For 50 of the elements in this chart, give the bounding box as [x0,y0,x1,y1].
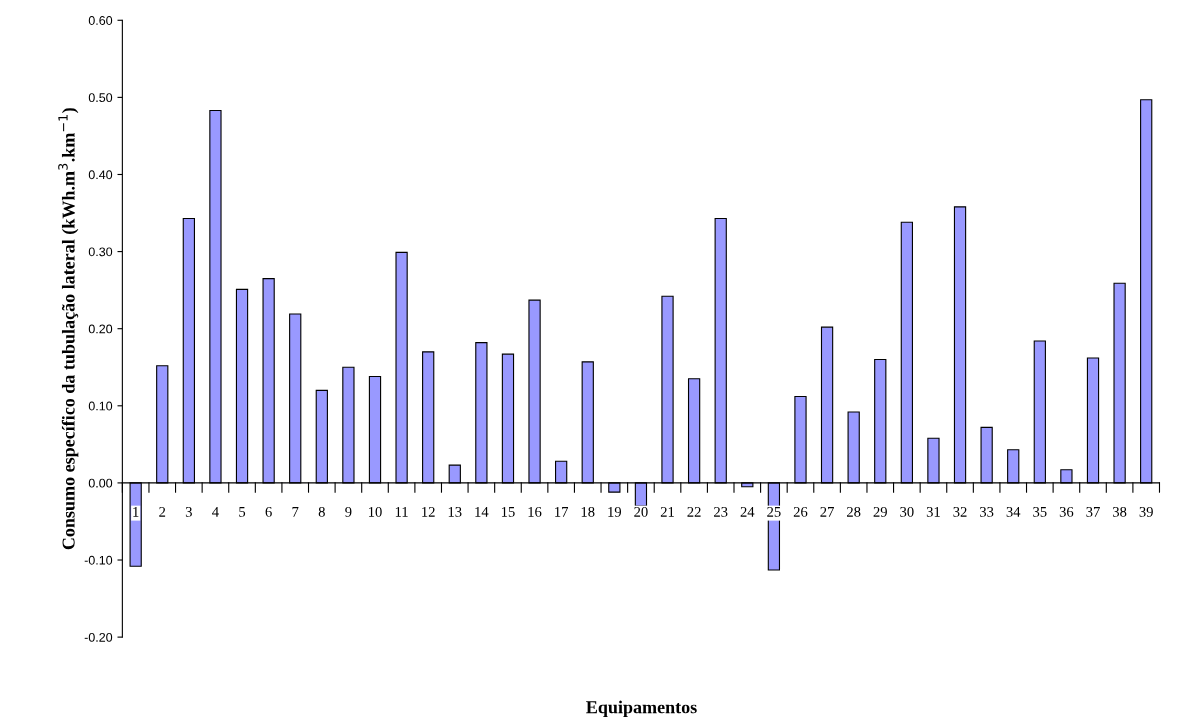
y-tick-label: 0.00 [88,478,113,488]
y-tick-label: 0.50 [88,93,113,103]
x-tick-label: 5 [239,507,246,517]
x-tick-label: 26 [793,506,808,517]
x-tick-label: 18 [581,506,595,517]
x-tick-label: 21 [660,506,674,517]
y-tick-label: 0.20 [88,324,113,334]
x-tick-label: 36 [1059,506,1074,517]
x-tick-label: 3 [185,506,192,517]
x-tick-label: 22 [687,506,701,517]
x-tick-label: 17 [555,507,569,517]
x-tick-label: 2 [159,506,166,517]
x-tick-label: 8 [318,506,325,517]
x-tick-label: 16 [528,506,542,517]
y-tick-label: 0.30 [88,247,113,257]
y-tick-label: 0.10 [88,401,113,411]
x-tick-label: 15 [501,507,515,517]
x-tick-label: 29 [873,506,887,517]
x-tick-label: 12 [422,506,435,517]
x-tick-label: 30 [900,506,914,517]
x-tick-label: 13 [448,506,462,517]
x-tick-label: 38 [1113,506,1127,517]
x-tick-label: 39 [1139,506,1153,517]
x-tick-label: 7 [292,507,299,517]
x-axis-title: Equipamentos [586,700,697,717]
x-tick-label: 4 [212,507,219,517]
y-tick-label: -0.20 [84,632,113,642]
x-tick-label: 37 [1086,506,1100,517]
x-tick-label: 32 [953,506,967,517]
x-tick-label: 19 [608,506,622,517]
x-tick-label: 6 [265,506,272,517]
x-tick-label: 10 [368,506,382,517]
x-tick-label: 14 [475,507,489,517]
x-tick-label: 1 [133,507,139,517]
y-tick-label: -0.10 [84,555,113,565]
x-tick-label: 31 [926,506,940,517]
x-tick-label: 28 [847,506,861,517]
x-tick-label: 27 [820,506,834,517]
x-tick-label: 9 [345,506,352,517]
x-tick-label: 25 [767,506,781,517]
x-tick-label: 24 [740,506,755,517]
y-tick-label: 0.60 [88,16,113,25]
y-axis-title: Consumo específico da tubulação lateral (kWh.m$^{3}$.km$^{−1}$) [58,108,79,550]
x-tick-label: 20 [634,506,648,517]
x-tick-label: 35 [1033,506,1047,517]
x-tick-label: 33 [980,506,994,517]
x-tick-label: 11 [395,507,408,517]
y-tick-label: 0.40 [88,170,113,180]
x-tick-label: 34 [1006,506,1021,517]
x-tick-label: 23 [714,506,728,517]
